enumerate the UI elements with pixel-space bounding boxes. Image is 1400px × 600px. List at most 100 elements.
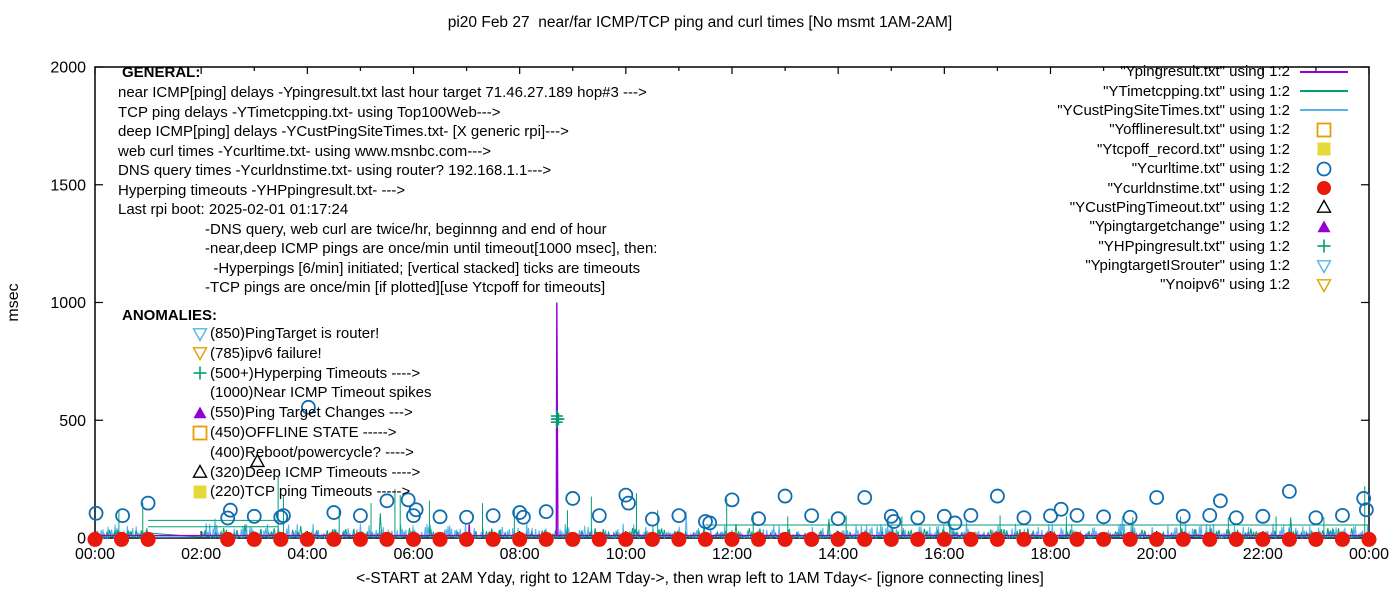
circle-open-marker bbox=[702, 515, 718, 531]
line-legend-icon bbox=[1300, 70, 1348, 73]
circle-open-marker bbox=[910, 510, 926, 526]
circle-filled-marker bbox=[1175, 531, 1191, 547]
anomaly-text: (500+)Hyperping Timeouts ----> bbox=[210, 364, 421, 382]
circle-open-marker bbox=[591, 508, 607, 524]
line-legend-icon bbox=[1300, 109, 1348, 112]
triangle-up-filled-marker bbox=[1317, 220, 1331, 233]
anomaly-text: (220)TCP ping Timeouts -----> bbox=[210, 483, 411, 501]
Ycurldnstime-dns bbox=[87, 531, 1377, 547]
circle-open-marker bbox=[618, 487, 634, 503]
x-tick-label: 20:00 bbox=[1137, 546, 1177, 563]
circle-filled-marker bbox=[591, 531, 607, 547]
legend-entry: "Ypingtargetchange" using 1:2 bbox=[1000, 217, 1352, 236]
anomaly-item: (550)Ping Target Changes ---> bbox=[192, 404, 413, 421]
anomaly-text: (320)Deep ICMP Timeouts ----> bbox=[210, 463, 421, 481]
circle-filled-marker bbox=[1016, 531, 1032, 547]
legend-entry: "YCustPingTimeout.txt" using 1:2 bbox=[1000, 198, 1352, 217]
circle-filled-marker bbox=[299, 531, 315, 547]
square-filled-legend-icon bbox=[1317, 142, 1331, 156]
circle-open-marker bbox=[459, 509, 474, 525]
circle-open-marker bbox=[1175, 508, 1191, 524]
anomaly-text: (450)OFFLINE STATE -----> bbox=[210, 424, 397, 441]
circle-filled-marker bbox=[1255, 531, 1271, 547]
circle-filled-marker bbox=[1334, 531, 1350, 547]
circle-open-marker bbox=[936, 508, 952, 524]
circle-open-marker bbox=[379, 493, 395, 509]
x-tick-label: 02:00 bbox=[181, 546, 221, 563]
anomaly-text: (550)Ping Target Changes ---> bbox=[210, 404, 413, 422]
y-tick-label: 1500 bbox=[50, 177, 86, 194]
circle-filled-marker bbox=[1149, 531, 1165, 547]
circle-filled-marker bbox=[485, 531, 501, 547]
circle-filled-marker bbox=[246, 531, 262, 547]
x-tick-label: 16:00 bbox=[924, 546, 964, 563]
anomaly-item: (450)OFFLINE STATE -----> bbox=[192, 424, 397, 441]
legend-entry: "YCustPingSiteTimes.txt" using 1:2 bbox=[1000, 101, 1352, 120]
circle-filled-marker bbox=[963, 531, 979, 547]
legend-label: "Yofflineresult.txt" using 1:2 bbox=[1109, 121, 1290, 139]
general-line: near ICMP[ping] delays -Ypingresult.txt … bbox=[118, 84, 647, 101]
circle-filled-marker bbox=[1228, 531, 1244, 547]
circle-open-marker bbox=[1335, 507, 1350, 523]
anomaly-item: (320)Deep ICMP Timeouts ----> bbox=[192, 464, 420, 481]
legend-label: "YHPpingresult.txt" using 1:2 bbox=[1098, 237, 1290, 255]
circle-open-marker bbox=[88, 505, 104, 521]
no-anomaly-icon bbox=[192, 444, 210, 460]
circle-open-marker bbox=[246, 508, 262, 524]
circle-open-marker bbox=[1149, 490, 1165, 505]
legend-entry: "Ytcpoff_record.txt" using 1:2 bbox=[1000, 140, 1352, 159]
legend-label: "YCustPingTimeout.txt" using 1:2 bbox=[1069, 198, 1290, 216]
circle-open-marker bbox=[408, 502, 424, 518]
circle-filled-marker bbox=[565, 531, 581, 547]
circle-filled-marker bbox=[804, 531, 820, 547]
circle-filled-marker bbox=[406, 531, 421, 547]
anomaly-item: (850)PingTarget is router! bbox=[192, 325, 379, 342]
circle-open-marker bbox=[273, 509, 289, 525]
circle-filled-marker bbox=[87, 531, 103, 547]
circle-filled-marker bbox=[1043, 531, 1058, 547]
circle-filled-marker bbox=[830, 531, 846, 547]
anomaly-text: (400)Reboot/powercycle? ----> bbox=[210, 443, 414, 461]
circle-open-marker bbox=[222, 502, 238, 518]
circle-filled-marker bbox=[618, 531, 634, 547]
legend-entry: "YHPpingresult.txt" using 1:2 bbox=[1000, 237, 1352, 256]
circle-filled-marker bbox=[1069, 531, 1085, 547]
general-line: web curl times -Ycurltime.txt- using www… bbox=[118, 142, 491, 160]
x-tick-label: 22:00 bbox=[1243, 546, 1283, 563]
general-heading: GENERAL: bbox=[122, 64, 201, 81]
circle-filled-marker bbox=[140, 531, 156, 547]
general-line: TCP ping delays -YTimetcpping.txt- using… bbox=[118, 103, 501, 121]
circle-open-marker bbox=[300, 399, 316, 415]
triangle-up-open-marker bbox=[192, 464, 208, 478]
circle-open-marker bbox=[1212, 493, 1228, 509]
x-tick-label: 08:00 bbox=[500, 546, 540, 563]
triangle-up-open-anomaly-icon bbox=[192, 464, 208, 478]
circle-open-legend-icon bbox=[1316, 161, 1332, 177]
legend-entry: "Ycurldnstime.txt" using 1:2 bbox=[1000, 178, 1352, 197]
anomaly-text: (785)ipv6 failure! bbox=[210, 344, 322, 362]
anomaly-text: (850)PingTarget is router! bbox=[210, 325, 380, 342]
circle-open-marker bbox=[1255, 508, 1271, 524]
x-tick-label: 00:00 bbox=[1349, 546, 1389, 563]
YCustPingTimeout-deep-timeouts bbox=[249, 453, 266, 468]
legend-entry: "Ycurltime.txt" using 1:2 bbox=[1000, 159, 1352, 178]
x-tick-label: 04:00 bbox=[287, 546, 327, 563]
circle-filled-marker bbox=[989, 531, 1005, 547]
square-open-anomaly-icon bbox=[192, 425, 208, 440]
circle-open-marker bbox=[400, 492, 416, 508]
circle-open-marker bbox=[1356, 491, 1372, 506]
triangle-down-open-anomaly-icon bbox=[192, 327, 208, 342]
circle-filled-marker bbox=[379, 531, 395, 547]
no-anomaly-icon bbox=[192, 385, 210, 401]
circle-open-marker bbox=[538, 504, 554, 520]
legend: "Ypingresult.txt" using 1:2 "YTimetcpping… bbox=[1000, 62, 1352, 295]
triangle-down-open-marker bbox=[1316, 279, 1332, 293]
square-open-marker bbox=[1316, 122, 1332, 138]
general-indented-line: -DNS query, web curl are twice/hr, begin… bbox=[205, 220, 607, 238]
circle-filled-marker bbox=[936, 531, 952, 547]
circle-open-marker bbox=[1308, 510, 1324, 526]
circle-open-marker bbox=[671, 508, 687, 524]
y-tick-label: 2000 bbox=[50, 60, 86, 77]
circle-open-marker bbox=[326, 505, 342, 520]
